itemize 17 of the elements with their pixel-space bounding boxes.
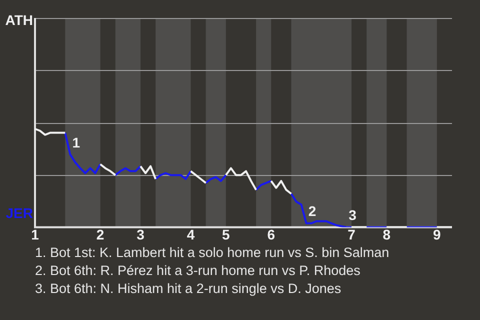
- x-tick-label: 5: [222, 226, 230, 242]
- x-tick-label: 6: [267, 226, 276, 242]
- x-tick-label: 9: [433, 226, 442, 242]
- text: 3. Bot 6th: N. Hisham hit a 2-run single vs D. Jones: [35, 280, 342, 298]
- text: 2. Bot 6th: R. Pérez hit a 3-run home run vs P. Rhodes: [35, 262, 362, 280]
- x-tick-label: 3: [136, 226, 145, 242]
- text: 1. Bot 1st: K. Lambert hit a solo home run vs S. bin Salman: [35, 244, 390, 262]
- text: ATH: [5, 12, 33, 28]
- annotation: 2: [308, 203, 316, 220]
- x-tick-label: 4: [186, 226, 195, 242]
- annotation: 1: [72, 134, 80, 150]
- x-tick-label: 2: [96, 226, 104, 242]
- x-tick-label: 1: [31, 226, 40, 242]
- annotation: 3: [348, 207, 357, 224]
- text: JER: [6, 205, 33, 222]
- x-tick-label: 8: [382, 226, 391, 242]
- x-tick-label: 7: [348, 226, 356, 242]
